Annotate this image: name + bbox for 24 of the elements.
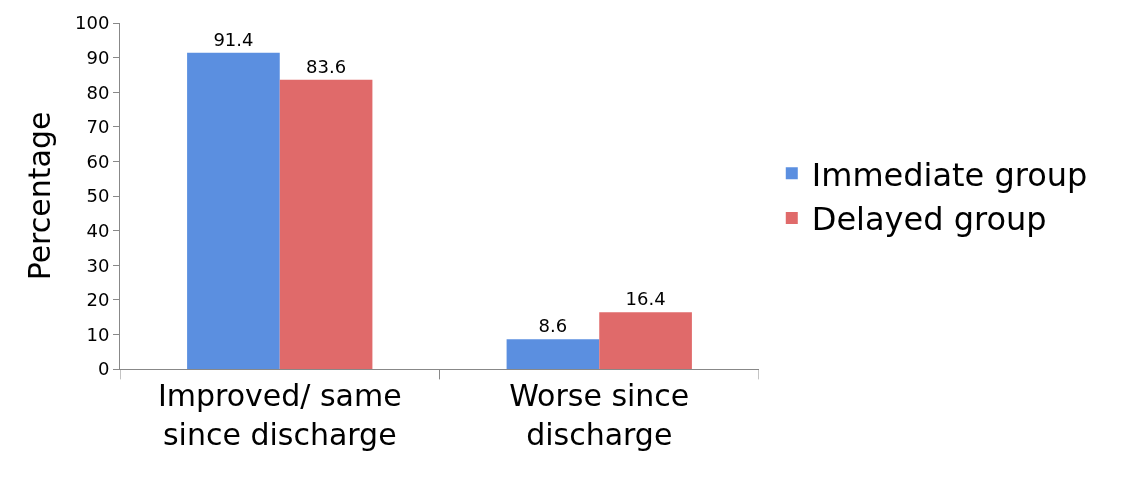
y-tick-label: 100 bbox=[75, 12, 110, 34]
y-tick-label: 50 bbox=[86, 185, 110, 207]
y-tick-label: 30 bbox=[86, 254, 110, 276]
data-label: 8.6 bbox=[538, 315, 568, 337]
x-tick-label: Improved/ same since discharge bbox=[157, 378, 402, 452]
y-tick-label: 70 bbox=[86, 116, 110, 138]
data-label: 91.4 bbox=[213, 28, 254, 50]
bar bbox=[506, 339, 600, 369]
y-tick-label: 10 bbox=[86, 323, 110, 345]
y-tick-label: 90 bbox=[86, 46, 110, 68]
y-tick-label: 0 bbox=[97, 358, 110, 380]
data-label: 83.6 bbox=[306, 55, 347, 77]
y-tick-label: 80 bbox=[86, 81, 110, 103]
y-tick-label: 60 bbox=[86, 150, 110, 172]
x-tick-label: Worse since discharge bbox=[509, 378, 690, 452]
y-tick-label: 20 bbox=[86, 289, 110, 311]
y-axis-title: Percentage bbox=[22, 111, 58, 281]
data-label: 16.4 bbox=[625, 288, 666, 310]
legend-label: Delayed group bbox=[811, 200, 1047, 239]
bar bbox=[599, 312, 692, 369]
y-tick-label: 40 bbox=[86, 219, 110, 241]
legend-label: Immediate group bbox=[811, 155, 1088, 194]
bar bbox=[279, 79, 373, 369]
bar bbox=[187, 52, 280, 369]
